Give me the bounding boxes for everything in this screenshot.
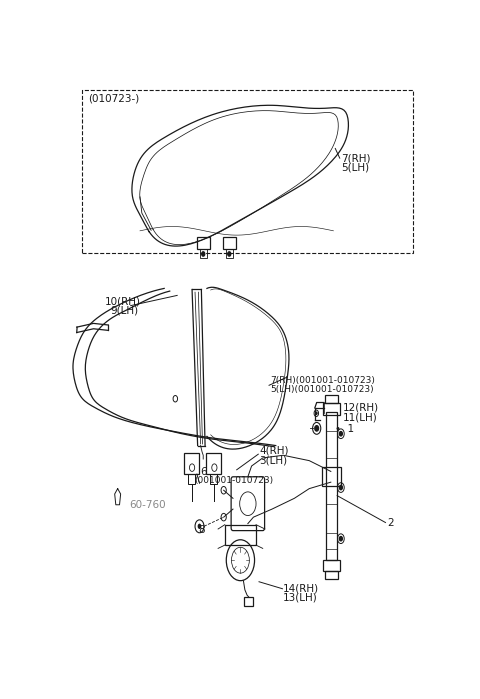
Text: 13(LH): 13(LH) [283, 592, 318, 603]
Bar [188, 474, 195, 484]
Circle shape [339, 537, 342, 541]
Text: 6: 6 [200, 468, 206, 477]
Bar [326, 412, 337, 560]
Text: 4(RH): 4(RH) [259, 446, 288, 456]
Bar [210, 474, 217, 484]
Bar [244, 597, 253, 606]
Bar [206, 452, 221, 474]
Circle shape [315, 426, 319, 431]
Text: 7(RH): 7(RH) [341, 153, 371, 163]
Bar [196, 237, 210, 249]
Bar [200, 249, 206, 258]
Bar [324, 560, 340, 571]
Circle shape [315, 412, 317, 415]
Text: 5(LH)(001001-010723): 5(LH)(001001-010723) [270, 384, 374, 394]
Text: 12(RH): 12(RH) [343, 403, 379, 413]
Text: 3(LH): 3(LH) [259, 455, 287, 465]
Text: 8: 8 [198, 524, 204, 535]
Circle shape [228, 252, 231, 256]
Text: (010723-): (010723-) [88, 94, 139, 103]
Circle shape [339, 485, 342, 490]
Text: 10(RH): 10(RH) [105, 296, 141, 306]
Bar [324, 403, 340, 415]
Bar [325, 395, 338, 403]
Text: •  1: • 1 [335, 424, 354, 434]
Text: 7(RH)(001001-010723): 7(RH)(001001-010723) [270, 377, 375, 385]
Text: 5(LH): 5(LH) [341, 162, 369, 173]
Circle shape [339, 431, 342, 436]
Text: (001001-010723): (001001-010723) [194, 476, 273, 485]
Circle shape [198, 524, 202, 529]
Circle shape [202, 252, 204, 256]
Text: 60-760: 60-760 [129, 500, 166, 510]
Bar [184, 452, 199, 474]
Bar [325, 571, 338, 579]
Bar [322, 467, 341, 487]
Text: 11(LH): 11(LH) [343, 412, 377, 422]
Bar [223, 237, 236, 249]
Bar [226, 249, 233, 258]
Bar [225, 525, 256, 545]
Text: 9(LH): 9(LH) [110, 305, 138, 315]
Text: 2: 2 [387, 517, 394, 528]
Text: 14(RH): 14(RH) [283, 583, 319, 593]
